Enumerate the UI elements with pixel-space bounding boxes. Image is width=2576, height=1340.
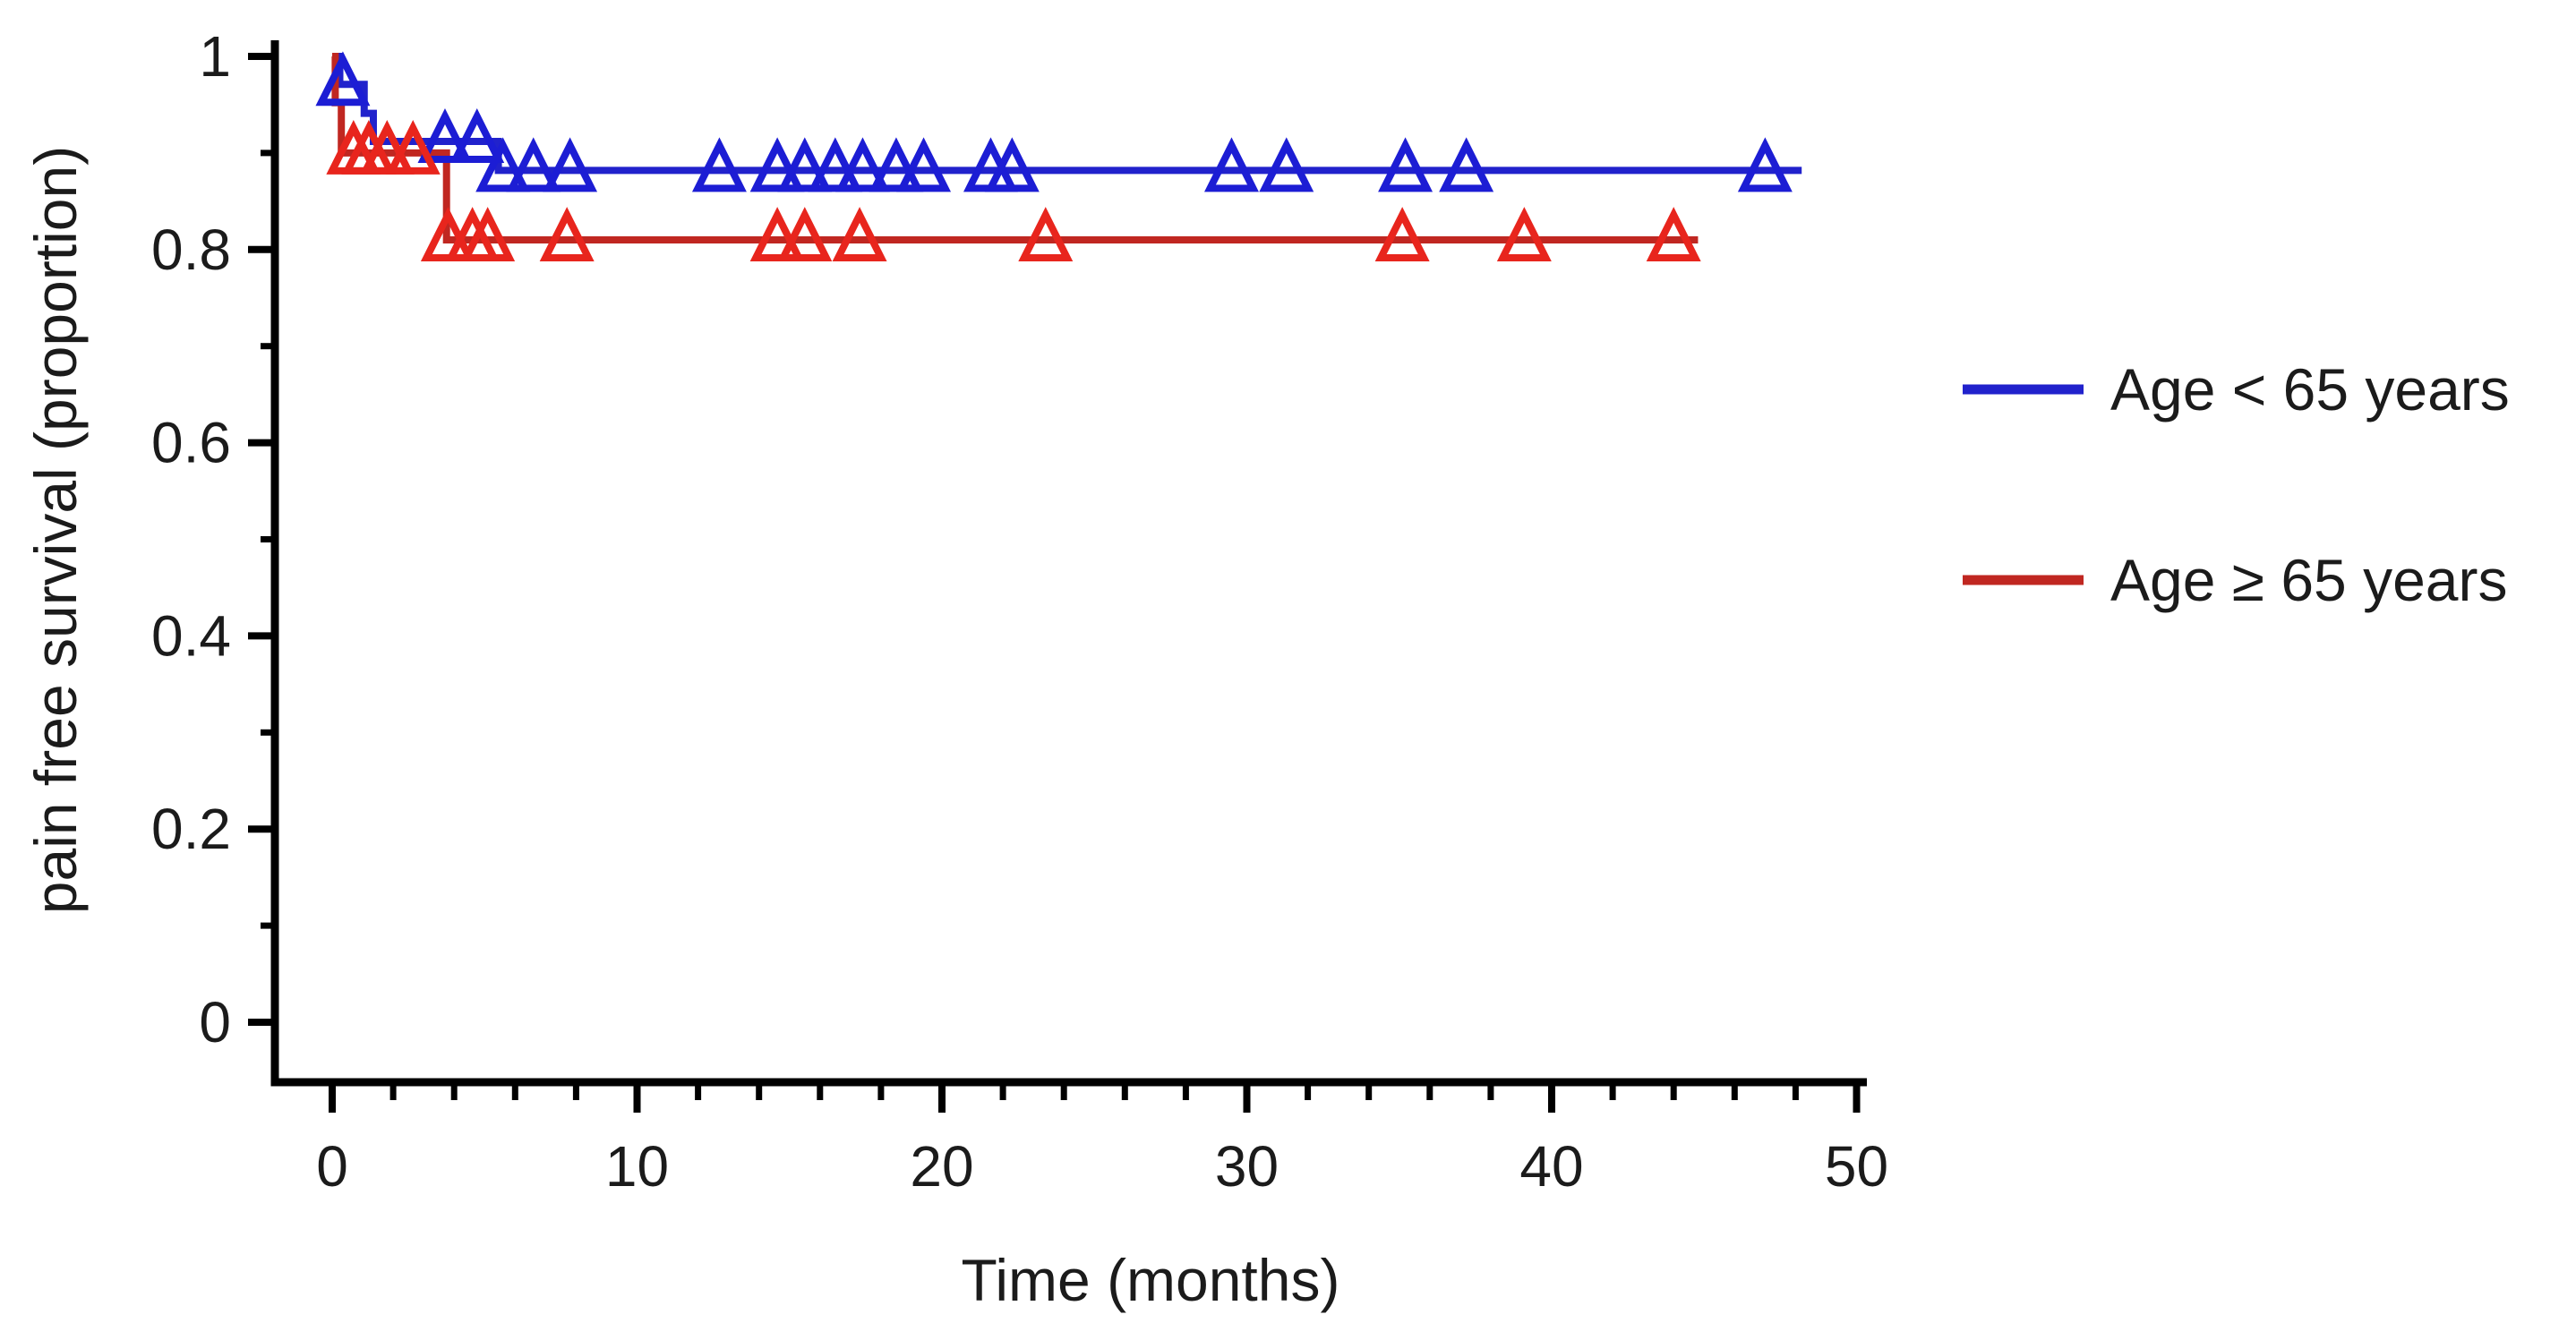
x-tick-label: 0 — [316, 1134, 348, 1199]
censor-marker-age-65-years — [869, 137, 924, 192]
x-tick-label: 40 — [1519, 1134, 1583, 1199]
censor-marker-age-65-years — [417, 108, 473, 163]
censor-marker-age-65-years — [1259, 137, 1314, 192]
censor-marker-age-65-years — [749, 207, 805, 262]
censor-marker-age-65-years — [777, 207, 833, 262]
x-tick-label: 30 — [1215, 1134, 1279, 1199]
censor-marker-age-65-years — [315, 51, 371, 107]
x-axis-title: Time (months) — [962, 1247, 1340, 1313]
censor-marker-age-65-years — [1018, 207, 1074, 262]
y-tick-label: 1 — [199, 24, 231, 89]
censor-marker-age-65-years — [896, 137, 952, 192]
censor-marker-age-65-years — [1439, 137, 1494, 192]
y-tick-label: 0.2 — [151, 797, 231, 861]
censor-marker-age-65-years — [506, 137, 561, 192]
x-tick-label: 20 — [910, 1134, 973, 1199]
censor-marker-age-65-years — [1374, 207, 1430, 262]
censor-marker-age-65-years — [808, 137, 863, 192]
y-tick-label: 0 — [199, 990, 231, 1054]
censor-marker-age-65-years — [777, 137, 833, 192]
censor-marker-age-65-years — [539, 207, 595, 262]
censor-marker-age-65-years — [691, 137, 747, 192]
y-axis-title: pain free survival (proportion) — [22, 146, 89, 914]
censor-marker-age-65-years — [543, 137, 598, 192]
censor-marker-age-65-years — [449, 108, 505, 163]
censor-marker-age-65-years — [475, 137, 531, 192]
x-tick-label: 50 — [1825, 1134, 1888, 1199]
censor-marker-age-65-years — [1496, 207, 1552, 262]
censor-marker-age-65-years — [984, 137, 1040, 192]
y-tick-label: 0.8 — [151, 218, 231, 282]
censor-marker-age-65-years — [1378, 137, 1433, 192]
x-tick-label: 10 — [605, 1134, 669, 1199]
censor-marker-age-65-years — [1203, 137, 1259, 192]
censor-marker-age-65-years — [749, 137, 805, 192]
censor-marker-age-65-years — [834, 137, 890, 192]
y-tick-label: 0.4 — [151, 603, 231, 668]
y-tick-label: 0.6 — [151, 411, 231, 475]
censor-marker-age-65-years — [832, 207, 887, 262]
censor-marker-age-65-years — [359, 119, 415, 175]
series-line-age-65-years — [332, 53, 1802, 175]
censor-marker-age-65-years — [385, 119, 441, 175]
legend-label-age-65-years: Age ≥ 65 years — [2110, 547, 2507, 613]
legend-label-age-65-years: Age < 65 years — [2110, 356, 2510, 422]
censor-marker-age-65-years — [1737, 137, 1793, 192]
censor-marker-age-65-years — [1646, 207, 1701, 262]
censor-marker-age-65-years — [460, 207, 516, 262]
